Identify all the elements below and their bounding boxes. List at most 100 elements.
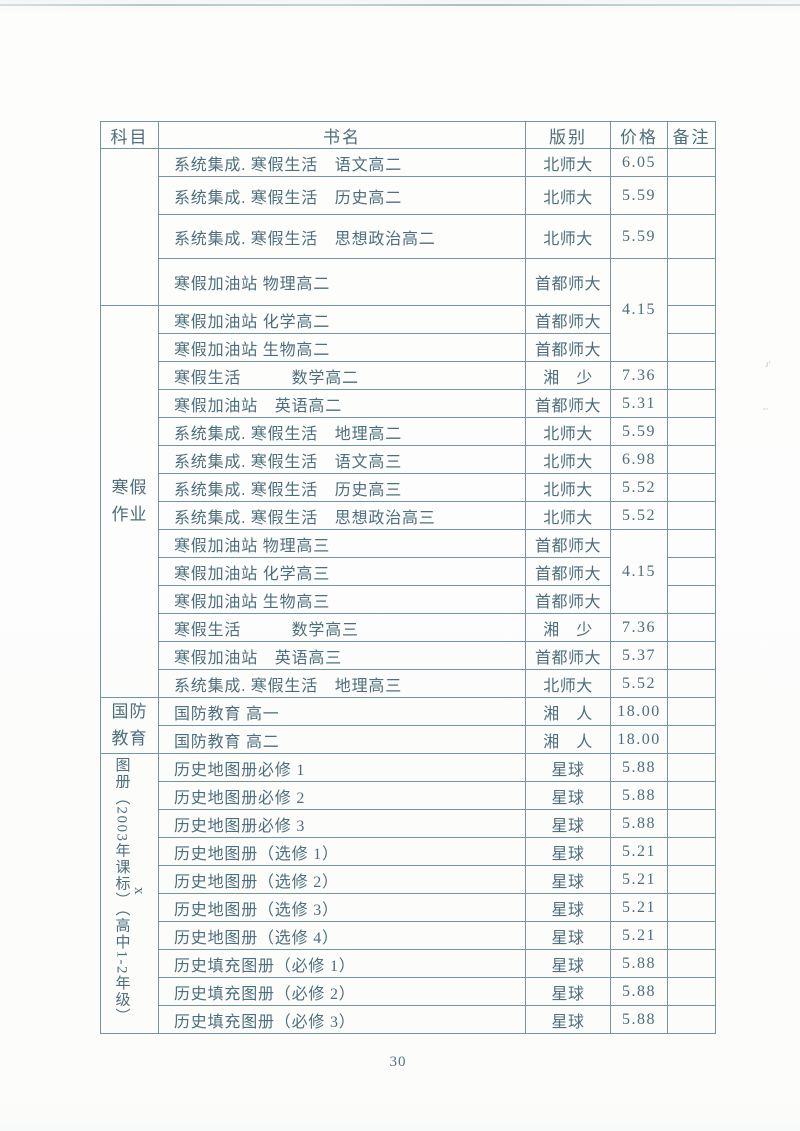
table-row: 系统集成. 寒假生活 地理高三 北师大 5.52 bbox=[101, 669, 716, 698]
table-row: 系统集成. 寒假生活 历史高二 北师大 5.59 bbox=[101, 176, 716, 215]
note-cell bbox=[667, 613, 716, 642]
price-cell: 5.21 bbox=[610, 893, 668, 922]
note-cell bbox=[667, 725, 716, 754]
col-header-subject: 科目 bbox=[100, 121, 159, 149]
col-header-price: 价格 bbox=[610, 121, 668, 149]
note-cell bbox=[667, 669, 716, 698]
price-cell: 5.88 bbox=[610, 809, 668, 838]
table-row: 系统集成. 寒假生活 思想政治高三 北师大 5.52 bbox=[101, 501, 716, 530]
book-title-cell: 历史地图册（选修 1） bbox=[158, 837, 526, 866]
publisher-cell: 首都师大 bbox=[525, 585, 611, 614]
book-title-cell: 寒假加油站 英语高三 bbox=[158, 641, 526, 670]
publisher-cell: 北师大 bbox=[525, 501, 611, 530]
book-title-cell: 系统集成. 寒假生活 地理高三 bbox=[158, 669, 526, 698]
book-title-cell: 历史地图册（选修 4） bbox=[158, 921, 526, 950]
subject-cell: 国防教育 bbox=[100, 697, 159, 754]
price-cell: 7.36 bbox=[610, 613, 668, 642]
publisher-cell: 首都师大 bbox=[525, 258, 611, 306]
book-title-cell: 历史地图册必修 1 bbox=[158, 753, 526, 782]
book-title-cell: 系统集成. 寒假生活 地理高二 bbox=[158, 417, 526, 446]
subject-cell bbox=[100, 148, 159, 306]
book-title-cell: 系统集成. 寒假生活 语文高二 bbox=[158, 148, 526, 177]
publisher-cell: 首都师大 bbox=[525, 333, 611, 362]
price-cell: 6.98 bbox=[610, 445, 668, 474]
subject-cell: 寒假作业 bbox=[100, 305, 159, 698]
page-number: 30 bbox=[389, 1054, 407, 1070]
note-cell bbox=[667, 148, 716, 177]
book-title-cell: 系统集成. 寒假生活 思想政治高三 bbox=[158, 501, 526, 530]
price-cell: 5.88 bbox=[610, 781, 668, 810]
table-body: 系统集成. 寒假生活 语文高二 北师大 6.05 系统集成. 寒假生活 历史高二 北师大… bbox=[100, 148, 716, 1034]
table-row: 历史地图册必修 3 星球 5.88 bbox=[101, 809, 716, 838]
price-cell: 5.21 bbox=[610, 921, 668, 950]
price-cell: 5.88 bbox=[610, 753, 668, 782]
scan-speck: ı' bbox=[765, 358, 772, 370]
publisher-cell: 星球 bbox=[525, 753, 611, 782]
scan-speck: ~ bbox=[762, 403, 769, 415]
note-cell bbox=[667, 949, 716, 978]
book-title-cell: 历史填充图册（必修 1） bbox=[158, 949, 526, 978]
table-row: 寒假加油站 生物高二 首都师大 bbox=[101, 333, 716, 362]
table-row: 历史地图册（选修 3） 星球 5.21 bbox=[101, 893, 716, 922]
subject-label: 国防教育 bbox=[111, 702, 148, 748]
price-cell: 5.59 bbox=[610, 214, 668, 259]
table-row: 历史地图册必修 2 星球 5.88 bbox=[101, 781, 716, 810]
note-cell bbox=[667, 809, 716, 838]
header-row: 科目 书名 版别 价格 备注 bbox=[100, 121, 716, 149]
publisher-cell: 星球 bbox=[525, 837, 611, 866]
note-cell bbox=[667, 557, 716, 586]
price-cell: 5.21 bbox=[610, 837, 668, 866]
publisher-cell: 首都师大 bbox=[525, 389, 611, 418]
publisher-cell: 北师大 bbox=[525, 445, 611, 474]
table-row: 寒假加油站 物理高二 首都师大 4.15 bbox=[101, 258, 716, 362]
publisher-cell: 北师大 bbox=[525, 669, 611, 698]
book-title-cell: 寒假加油站 化学高三 bbox=[158, 557, 526, 586]
price-cell: 5.31 bbox=[610, 389, 668, 418]
note-cell bbox=[667, 529, 716, 558]
col-header-note: 备注 bbox=[667, 121, 716, 149]
table-row: 历史填充图册（必修 1） 星球 5.88 bbox=[101, 949, 716, 978]
note-cell bbox=[667, 697, 716, 726]
table-row: 国防教育 高二湘 人 18.00 bbox=[101, 725, 716, 754]
publisher-cell: 湘 人 bbox=[525, 725, 611, 754]
price-cell: 5.21 bbox=[610, 865, 668, 894]
publisher-cell: 星球 bbox=[525, 865, 611, 894]
note-cell bbox=[667, 753, 716, 782]
price-cell: 5.88 bbox=[610, 977, 668, 1006]
price-cell: 18.00 bbox=[610, 725, 668, 754]
table-row: 寒假生活 数学高三湘 少 7.36 bbox=[101, 613, 716, 642]
note-cell bbox=[667, 641, 716, 670]
subject-label: 寒假作业 bbox=[111, 478, 148, 524]
price-cell: 5.52 bbox=[610, 501, 668, 530]
book-title-cell: 寒假加油站 化学高二 bbox=[158, 305, 526, 334]
publisher-cell: 星球 bbox=[525, 781, 611, 810]
note-cell bbox=[667, 176, 716, 215]
subject-label: 图册（2003年课标）（高中1-2年级）x bbox=[113, 757, 147, 1025]
note-cell bbox=[667, 977, 716, 1006]
price-cell: 4.15 bbox=[610, 258, 668, 362]
note-cell bbox=[667, 781, 716, 810]
book-title-cell: 历史地图册必修 2 bbox=[158, 781, 526, 810]
book-title-cell: 寒假加油站 生物高三 bbox=[158, 585, 526, 614]
book-title-cell: 寒假生活 数学高二 bbox=[158, 361, 526, 390]
price-cell: 5.88 bbox=[610, 1005, 668, 1034]
subject-cell: 图册（2003年课标）（高中1-2年级）x bbox=[100, 753, 159, 1034]
note-cell bbox=[667, 361, 716, 390]
col-header-title: 书名 bbox=[158, 121, 526, 149]
price-cell: 4.15 bbox=[610, 529, 668, 614]
publisher-cell: 湘 人 bbox=[525, 697, 611, 726]
table-row: 国防教育 国防教育 高一湘 人 18.00 bbox=[100, 697, 716, 754]
book-title-cell: 寒假加油站 英语高二 bbox=[158, 389, 526, 418]
price-cell: 5.52 bbox=[610, 669, 668, 698]
price-cell: 6.05 bbox=[610, 148, 668, 177]
publisher-cell: 星球 bbox=[525, 977, 611, 1006]
book-title-cell: 历史地图册（选修 2） bbox=[158, 865, 526, 894]
price-cell: 7.36 bbox=[610, 361, 668, 390]
table-row: 历史地图册（选修 2） 星球 5.21 bbox=[101, 865, 716, 894]
scan-edge-artifact bbox=[0, 4, 800, 6]
note-cell bbox=[667, 501, 716, 530]
price-cell: 5.59 bbox=[610, 176, 668, 215]
publisher-cell: 星球 bbox=[525, 893, 611, 922]
publisher-cell: 北师大 bbox=[525, 176, 611, 215]
